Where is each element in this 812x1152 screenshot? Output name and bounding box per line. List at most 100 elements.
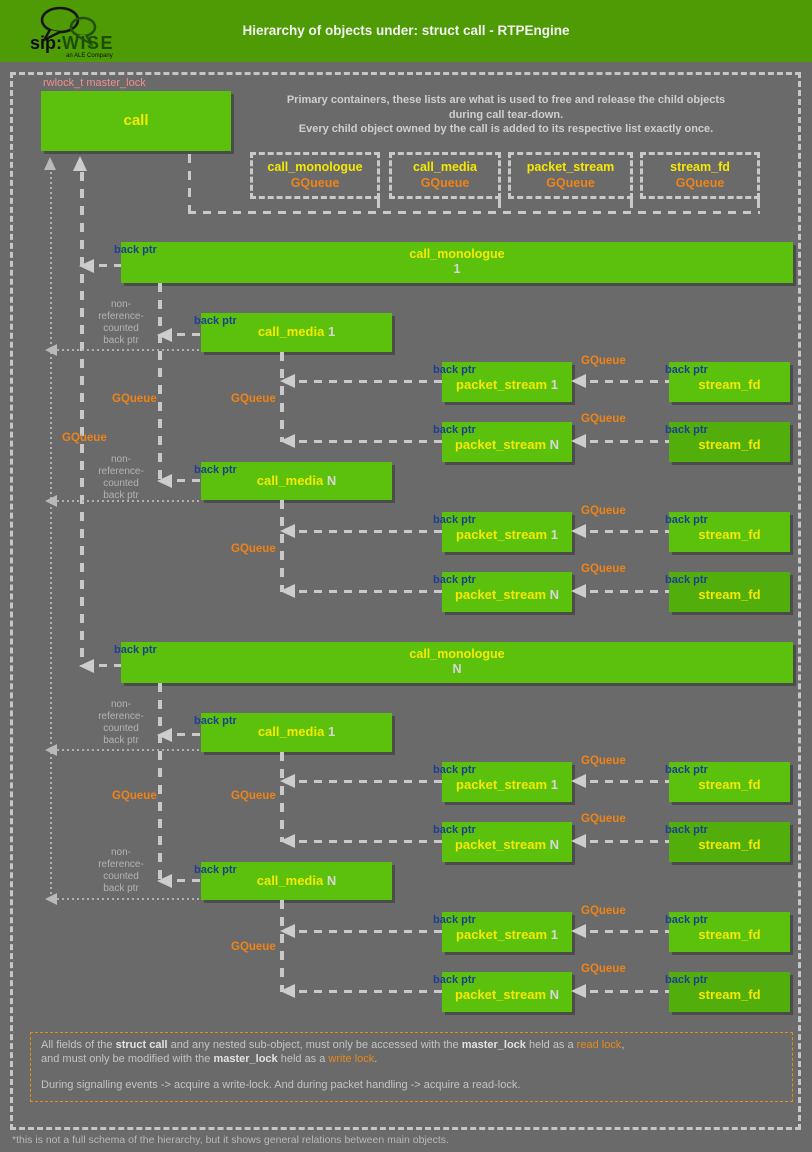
stream-fd-box: stream_fd xyxy=(669,512,790,552)
streams-gqueue-spine xyxy=(280,500,284,592)
media-name: call_media xyxy=(256,873,324,888)
backptr-dash xyxy=(99,664,121,667)
media-index: 1 xyxy=(327,324,336,339)
backptr-dash xyxy=(299,380,442,383)
packet-stream-box: packet_stream 1 xyxy=(442,912,572,952)
left-arrow-icon xyxy=(280,374,295,388)
gqueue-label: GQueue xyxy=(581,563,626,575)
left-arrow-icon xyxy=(157,474,172,488)
gqueue-dash xyxy=(590,780,669,783)
non-ref-branch xyxy=(52,749,201,751)
lock-note-line2: and must only be modified with the maste… xyxy=(41,1052,378,1065)
backptr-dash xyxy=(299,590,442,593)
media-name: call_media xyxy=(256,473,324,488)
backptr-label: back ptr xyxy=(194,715,237,727)
lock-note-line1: All fields of the struct call and any ne… xyxy=(41,1039,625,1051)
connector-line xyxy=(188,211,760,214)
gqueue-label: GQueue xyxy=(581,505,626,517)
monologue-name: call_monologue xyxy=(409,647,505,661)
left-arrow-icon xyxy=(571,584,586,598)
speech-bubble-tail-icon xyxy=(40,29,61,43)
backptr-label: back ptr xyxy=(114,244,157,256)
backptr-dash xyxy=(177,479,201,482)
sf-name: stream_fd xyxy=(698,587,761,602)
non-ref-note: non-reference- counted back ptr xyxy=(98,454,144,501)
media-name: call_media xyxy=(257,724,325,739)
monologue-name: call_monologue xyxy=(409,247,505,261)
intro-line2: during call tear-down. xyxy=(448,108,564,121)
footnote: *this is not a full schema of the hierar… xyxy=(12,1134,449,1146)
monologue-index: N xyxy=(452,662,462,676)
left-arrow-icon xyxy=(571,374,586,388)
gqueue-dash xyxy=(590,530,669,533)
sf-name: stream_fd xyxy=(698,987,761,1002)
intro-text: Primary containers, these lists are what… xyxy=(250,93,762,137)
non-ref-note: non-reference- counted back ptr xyxy=(98,299,144,346)
queue-name: call_media xyxy=(413,160,477,174)
logo-sip-text: sip: xyxy=(30,33,62,53)
ps-index: N xyxy=(549,837,560,852)
lock-note-box: All fields of the struct call and any ne… xyxy=(30,1032,793,1102)
gqueue-dash xyxy=(590,440,669,443)
left-arrow-icon xyxy=(157,874,172,888)
gqueue-label: GQueue xyxy=(112,393,157,405)
backptr-dash xyxy=(299,440,442,443)
left-arrow-icon xyxy=(571,834,586,848)
left-arrow-icon xyxy=(79,659,94,673)
ps-name: packet_stream xyxy=(456,927,548,942)
backptr-label: back ptr xyxy=(665,974,708,986)
queue-box-packet-stream: packet_stream GQueue xyxy=(508,152,633,199)
ps-index: N xyxy=(549,587,560,602)
ps-name: packet_stream xyxy=(456,377,548,392)
gqueue-label: GQueue xyxy=(581,755,626,767)
packet-stream-box: packet_stream 1 xyxy=(442,762,572,802)
ps-index: 1 xyxy=(550,927,558,942)
call-box: call xyxy=(41,91,231,151)
diagram-frame xyxy=(10,72,801,1130)
left-arrow-icon xyxy=(571,774,586,788)
backptr-label: back ptr xyxy=(665,574,708,586)
left-arrow-icon xyxy=(280,834,295,848)
backptr-label: back ptr xyxy=(665,914,708,926)
logo-subtitle: an ALE Company xyxy=(66,53,113,59)
left-arrow-icon xyxy=(280,524,295,538)
media-index: N xyxy=(326,473,337,488)
lock-note-line3: During signalling events -> acquire a wr… xyxy=(41,1079,521,1091)
backptr-label: back ptr xyxy=(194,864,237,876)
sf-name: stream_fd xyxy=(698,437,761,452)
gqueue-dash xyxy=(590,930,669,933)
ps-name: packet_stream xyxy=(454,437,547,452)
gqueue-label: GQueue xyxy=(581,355,626,367)
packet-stream-box: packet_stream N xyxy=(442,822,572,862)
gqueue-label: GQueue xyxy=(231,941,276,953)
page-title: Hierarchy of objects under: struct call … xyxy=(242,23,570,38)
gqueue-label: GQueue xyxy=(581,813,626,825)
media-index: 1 xyxy=(327,724,336,739)
non-ref-branch xyxy=(52,898,201,900)
gqueue-label: GQueue xyxy=(62,432,107,444)
backptr-dash xyxy=(177,733,201,736)
packet-stream-box: packet_stream N xyxy=(442,972,572,1012)
backptr-label: back ptr xyxy=(114,644,157,656)
streams-gqueue-spine xyxy=(280,900,284,992)
non-ref-note: non-reference- counted back ptr xyxy=(98,699,144,746)
left-arrow-icon xyxy=(45,344,57,356)
ps-name: packet_stream xyxy=(456,527,548,542)
non-ref-branch xyxy=(52,500,201,502)
stream-fd-box: stream_fd xyxy=(669,422,790,462)
connector-stub xyxy=(630,199,633,211)
queue-type: GQueue xyxy=(290,176,340,190)
ps-index: 1 xyxy=(550,377,558,392)
sipwise-logo: sip: wise an ALE Company xyxy=(30,6,114,59)
backptr-dash xyxy=(99,264,121,267)
monologue-backptr-line xyxy=(80,172,84,666)
backptr-label: back ptr xyxy=(433,974,476,986)
medias-gqueue-spine xyxy=(158,683,162,882)
left-arrow-icon xyxy=(79,259,94,273)
sf-name: stream_fd xyxy=(698,927,761,942)
logo-wise-text: wise xyxy=(62,33,114,53)
gqueue-dash xyxy=(590,590,669,593)
left-arrow-icon xyxy=(571,434,586,448)
queue-box-call-media: call_media GQueue xyxy=(389,152,501,199)
queue-type: GQueue xyxy=(675,176,725,190)
